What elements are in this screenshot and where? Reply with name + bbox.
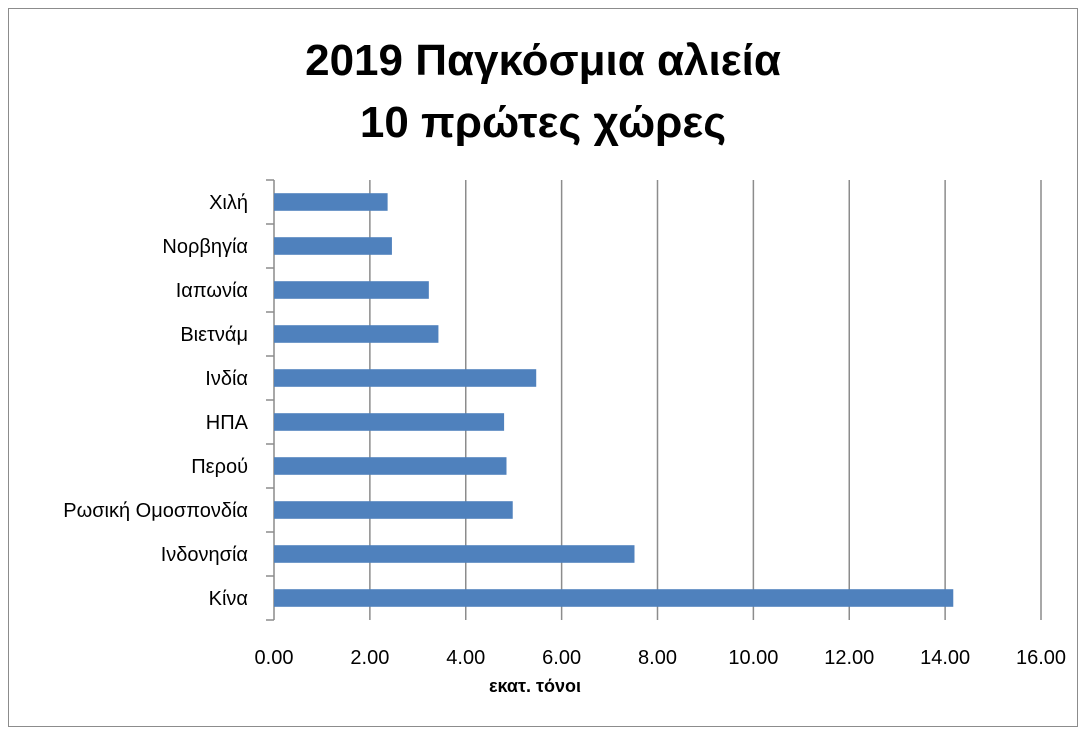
x-tick-label: 16.00: [1016, 647, 1066, 669]
chart-title-line-1: 2019 Παγκόσμια αλιεία: [305, 36, 781, 85]
category-label: Ιαπωνία: [176, 280, 248, 302]
bar: [274, 369, 537, 387]
x-tick-label: 4.00: [446, 647, 485, 669]
bar: [274, 413, 505, 431]
bar: [274, 589, 954, 607]
x-tick-label: 2.00: [350, 647, 389, 669]
bar: [274, 237, 392, 255]
category-label: Βιετνάμ: [180, 324, 248, 346]
category-label: Χιλή: [209, 192, 248, 214]
bar: [274, 457, 507, 475]
chart-frame: [8, 8, 1078, 727]
x-tick-label: 14.00: [920, 647, 970, 669]
category-label: Νορβηγία: [162, 236, 248, 258]
bar: [274, 281, 429, 299]
category-label: ΗΠΑ: [206, 412, 249, 434]
x-tick-label: 12.00: [824, 647, 874, 669]
x-tick-label: 0.00: [255, 647, 294, 669]
axes: [266, 179, 275, 621]
x-tick-label: 8.00: [638, 647, 677, 669]
category-label: Ινδονησία: [161, 544, 248, 566]
x-tick-label: 6.00: [542, 647, 581, 669]
bar: [274, 193, 388, 211]
chart-title: 2019 Παγκόσμια αλιεία 10 πρώτες χώρες: [0, 30, 1086, 154]
category-label: Κίνα: [209, 588, 248, 610]
x-axis-title: εκατ. τόνοι: [489, 676, 581, 696]
bar: [274, 545, 635, 563]
x-tick-label: 10.00: [728, 647, 778, 669]
category-label: Ρωσική Ομοσπονδία: [63, 500, 248, 522]
labels: 0.00 2.00 4.00 6.00 8.00 10.00 12.00 14.00 16.00…: [63, 192, 1066, 669]
bar: [274, 501, 513, 519]
bar: [274, 325, 439, 343]
bars: [274, 193, 954, 607]
category-label: Ινδία: [205, 368, 248, 390]
category-label: Περού: [191, 456, 248, 478]
chart-title-line-2: 10 πρώτες χώρες: [359, 98, 727, 147]
